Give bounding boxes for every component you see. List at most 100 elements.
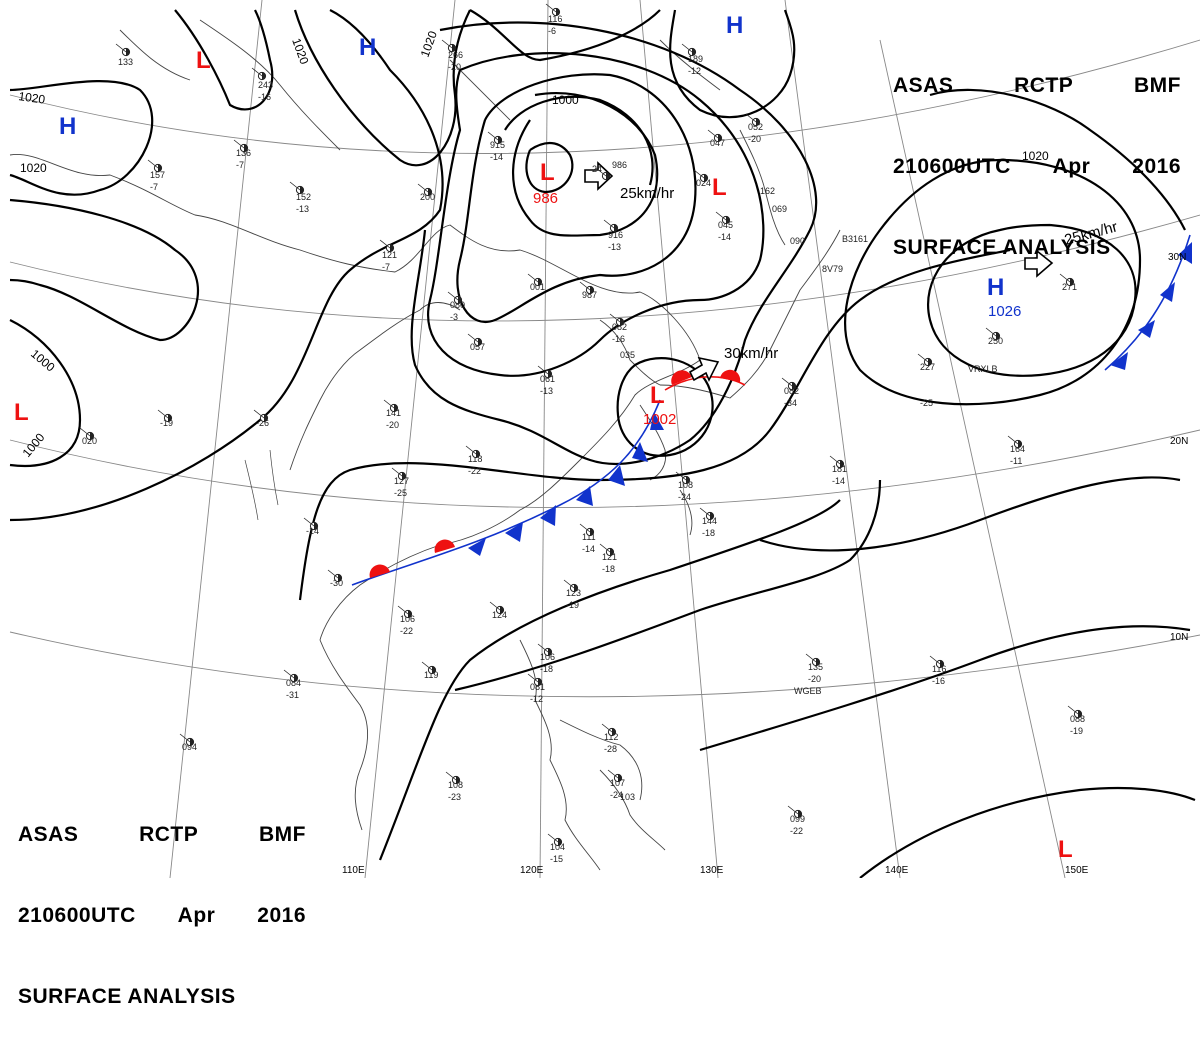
station-value: 915 [490, 140, 505, 150]
station-value: -16 [612, 334, 625, 344]
wind-barb [383, 399, 395, 409]
isobar-label: 1020 [289, 36, 311, 66]
low-center: L [650, 382, 665, 409]
cold-front-barbs [468, 242, 1192, 556]
station-value: 020 [82, 436, 97, 446]
high-center: H [59, 113, 76, 140]
station-value: -13 [296, 204, 309, 214]
isobar [859, 786, 1196, 878]
wind-barb [537, 365, 549, 375]
wind-barb [607, 769, 619, 779]
high-pressure-value: 1026 [988, 303, 1021, 320]
motion-arrow [688, 356, 720, 382]
cloud-cover-fill [456, 776, 460, 784]
isobar [504, 95, 654, 186]
longitude-labels: 110E 120E 130E 140E 150E [342, 865, 1089, 876]
isobar [454, 479, 882, 692]
latitude-label: 30N [1168, 252, 1186, 263]
latitude-label: 10N [1170, 632, 1188, 643]
station-value: 119 [424, 670, 438, 680]
isobar-label: 1020 [1022, 149, 1049, 163]
weather-map: 1020 1020 1020 1020 1000 1000 1000 1020 [9, 0, 1200, 878]
cloud-cover-fill [500, 606, 504, 614]
cloud-cover-fill [996, 332, 1000, 340]
station-value: 035 [620, 350, 635, 360]
station-value: -18 [540, 664, 553, 674]
station-value: -19 [566, 600, 579, 610]
longitude-label: 110E [342, 865, 365, 876]
wind-barb [1067, 705, 1079, 715]
longitude-line [364, 0, 456, 878]
cloud-cover-fill [126, 48, 130, 56]
longitude-line [784, 0, 901, 878]
motion-arrow [1024, 249, 1054, 278]
station-value: 106 [400, 614, 415, 624]
warm-front-semicircle [369, 564, 390, 578]
cloud-cover-fill [606, 172, 610, 180]
isobar [9, 319, 82, 467]
wind-barb [745, 113, 757, 123]
station-value: -12 [688, 66, 701, 76]
wind-barb [441, 39, 453, 49]
isobar-label: 1000 [28, 347, 58, 375]
station-value: 057 [470, 342, 485, 352]
low-center: L [196, 47, 211, 74]
latitude-line [9, 214, 1200, 322]
station-value: -23 [448, 792, 461, 802]
cloud-cover-fill [704, 174, 708, 182]
station-value: 164 [1010, 444, 1025, 454]
station-value: 103 [620, 792, 635, 802]
latitude-label: 20N [1170, 436, 1188, 447]
cloud-cover-fill [300, 186, 304, 194]
cold-front-barb [1138, 320, 1155, 338]
cloud-cover-fill [548, 370, 552, 378]
cold-front-barb [608, 465, 625, 486]
isobars [9, 9, 1196, 878]
cloud-cover-fill [264, 414, 268, 422]
station-code: RCTP [139, 823, 199, 846]
cloud-cover-fill [294, 674, 298, 682]
station-value: 181 [832, 464, 847, 474]
isobar-label: 1020 [18, 89, 47, 107]
low-pressure-value: 986 [533, 190, 558, 207]
station-value: 124 [492, 610, 507, 620]
cold-front-barb [505, 522, 523, 542]
cloud-cover-fill [394, 404, 398, 412]
warm-front-semicircle [434, 539, 455, 553]
isobar [929, 88, 1186, 231]
station-value: -14 [490, 152, 503, 162]
high-center: H [359, 34, 376, 61]
station-value: 111 [582, 532, 596, 542]
wind-barb [79, 427, 91, 437]
isobar [174, 9, 274, 111]
station-value: 189 [688, 54, 703, 64]
low-center: L [14, 399, 29, 426]
wind-barb [303, 517, 315, 527]
station-value: 081 [530, 682, 545, 692]
low-center: L [1058, 836, 1073, 863]
station-value: 001 [530, 282, 545, 292]
longitude-label: 120E [520, 865, 544, 876]
wind-barb [601, 723, 613, 733]
cloud-cover-fill [558, 838, 562, 846]
isobar-label: 1020 [20, 161, 47, 175]
cloud-cover-fill [538, 278, 542, 286]
cloud-cover-fill [798, 810, 802, 818]
isobar [427, 52, 765, 377]
station-value: 121 [382, 250, 397, 260]
station-value: 107 [610, 778, 625, 788]
station-value: -22 [468, 466, 481, 476]
station-value: -14 [832, 476, 845, 486]
cloud-cover-fill [338, 574, 342, 582]
isobar [298, 248, 1011, 601]
year: 2016 [1132, 155, 1181, 178]
station-value: -25 [920, 398, 933, 408]
cloud-cover-fill [840, 460, 844, 468]
warm-front-line [664, 376, 746, 391]
station-value: -7 [382, 262, 390, 272]
isobar [927, 223, 1137, 377]
station-value: 106 [540, 652, 555, 662]
station-value: -16 [932, 676, 945, 686]
cloud-cover-fill [402, 472, 406, 480]
wind-barb [391, 467, 403, 477]
